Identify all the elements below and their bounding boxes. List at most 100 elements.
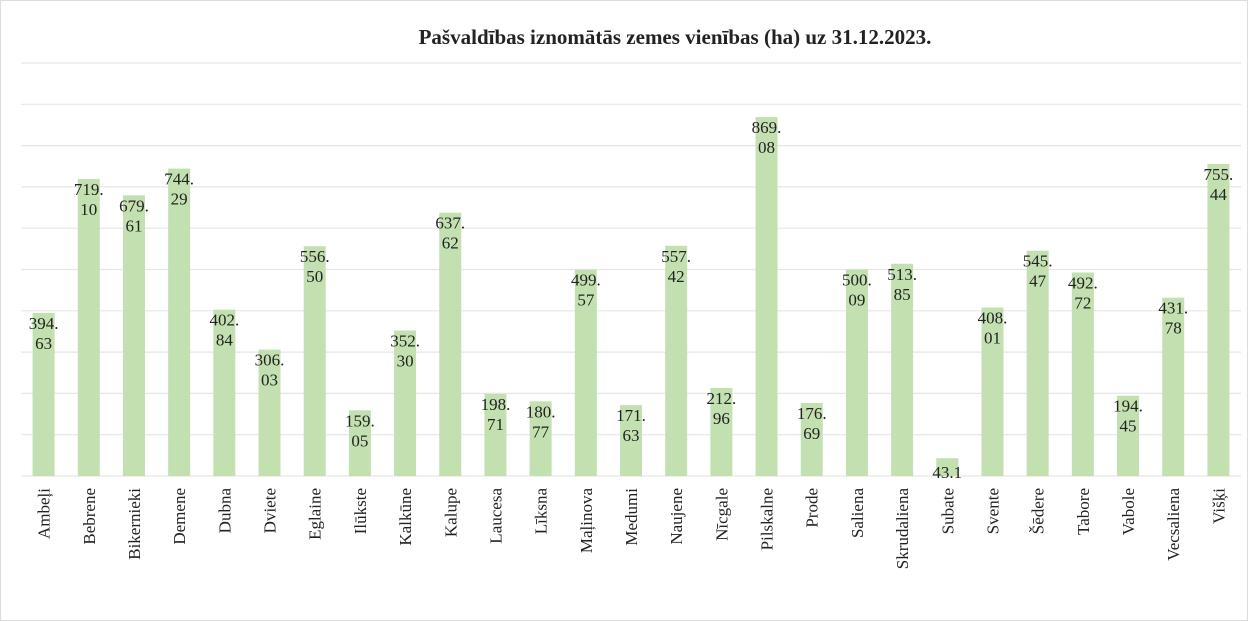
data-label-line: 63 (623, 426, 640, 445)
data-label-line: 72 (1074, 294, 1091, 313)
data-label: 492. 72 (1068, 274, 1098, 313)
bar (665, 245, 688, 476)
data-label: 869. 08 (752, 118, 782, 157)
data-label-line: 84 (216, 331, 234, 350)
x-tick-label: Ilūkste (351, 488, 370, 534)
x-tick-label: Kalupe (441, 488, 460, 537)
bar (394, 330, 417, 476)
data-label-line: 402. (209, 311, 239, 330)
data-label: 557. 42 (661, 247, 691, 286)
data-label: 744. 29 (164, 170, 194, 209)
data-label-line: 61 (125, 216, 142, 235)
bar (348, 410, 371, 476)
bar (981, 307, 1004, 476)
data-label-line: 50 (306, 267, 323, 286)
x-tick-label: Bebrene (80, 488, 99, 545)
bar (303, 246, 326, 476)
data-label-line: 63 (35, 334, 52, 353)
data-label: 159. 05 (345, 411, 375, 450)
data-label-line: 09 (848, 290, 865, 309)
bar (484, 393, 507, 476)
data-label-line: 08 (758, 138, 775, 157)
x-tick-label: Vecsaliena (1164, 488, 1183, 561)
data-label-line: 869. (752, 118, 782, 137)
data-label-line: 30 (397, 352, 414, 371)
data-label-line: 45 (1120, 417, 1137, 436)
bar (891, 263, 914, 476)
bar (710, 388, 733, 476)
data-label-line: 755. (1204, 165, 1234, 184)
data-label-line: 44 (1210, 185, 1228, 204)
data-label-line: 499. (571, 271, 601, 290)
data-label: 408. 01 (978, 308, 1008, 347)
data-label: 171. 63 (616, 406, 646, 445)
data-label: 352. 30 (390, 332, 420, 371)
bar (1026, 250, 1049, 476)
data-label: 545. 47 (1023, 252, 1053, 291)
bar (77, 179, 100, 476)
data-label-line: 176. (797, 404, 827, 423)
data-label-line: 77 (532, 422, 550, 441)
x-tick-label: Eglaine (306, 488, 325, 540)
x-tick-label: Višķi (1209, 488, 1228, 524)
data-label-line: 96 (713, 409, 730, 428)
x-tick-label: Nīcgale (712, 488, 731, 541)
x-tick-label: Vabole (1119, 488, 1138, 535)
x-tick-label: Tabore (1074, 488, 1093, 535)
data-label: 556. 50 (300, 247, 330, 286)
data-label: 637. 62 (435, 214, 465, 253)
data-label: 402. 84 (209, 311, 239, 350)
bar (168, 168, 191, 477)
data-label-line: 159. (345, 411, 375, 430)
data-label-line: 513. (887, 265, 917, 284)
data-label-line: 171. (616, 406, 646, 425)
data-label: 306. 03 (255, 351, 285, 390)
data-label-line: 394. (29, 314, 59, 333)
data-label-line: 71 (487, 415, 504, 434)
x-tick-label: Demene (170, 488, 189, 545)
data-label-line: 557. (661, 247, 691, 266)
data-label-line: 431. (1158, 299, 1188, 318)
data-label-line: 85 (894, 285, 911, 304)
data-label-line: 05 (351, 431, 368, 450)
bar (620, 405, 642, 476)
x-tick-label: Prode (803, 488, 822, 528)
bar (1071, 272, 1094, 476)
bar (800, 403, 823, 476)
data-label: 513. 85 (887, 265, 917, 304)
data-label-line: 01 (984, 328, 1001, 347)
data-label-line: 78 (1165, 319, 1182, 338)
data-label-line: 03 (261, 371, 278, 390)
data-label: 198. 71 (481, 395, 511, 434)
data-label-line: 545. (1023, 252, 1053, 271)
data-label-line: 29 (171, 190, 188, 209)
bar (258, 349, 281, 476)
data-label-line: 47 (1029, 272, 1047, 291)
x-tick-label: Kalkūne (396, 488, 415, 546)
x-tick-label: Bikernieki (125, 488, 144, 560)
x-tick-label: Skrudaliena (893, 488, 912, 570)
data-label: 679. 61 (119, 196, 149, 235)
bar (936, 458, 959, 476)
bar (439, 212, 462, 476)
bar (1207, 164, 1230, 476)
bar (574, 269, 597, 476)
data-label-line: 180. (526, 402, 556, 421)
data-label-line: 352. (390, 332, 420, 351)
data-label-line: 719. (74, 180, 104, 199)
bar (755, 117, 778, 477)
data-label-line: 492. (1068, 274, 1098, 293)
x-tick-label: Dubna (215, 488, 234, 534)
bar (845, 269, 868, 476)
x-tick-label: Medumi (622, 488, 641, 546)
data-label: 180. 77 (526, 402, 556, 441)
data-label-line: 679. (119, 196, 149, 215)
bar (213, 309, 236, 476)
data-label-line: 556. (300, 247, 330, 266)
data-label-line: 69 (803, 424, 820, 443)
bar (1117, 395, 1140, 476)
x-tick-label: Līksna (532, 488, 551, 535)
data-label: 500. 09 (842, 270, 872, 309)
data-label-line: 212. (706, 389, 736, 408)
